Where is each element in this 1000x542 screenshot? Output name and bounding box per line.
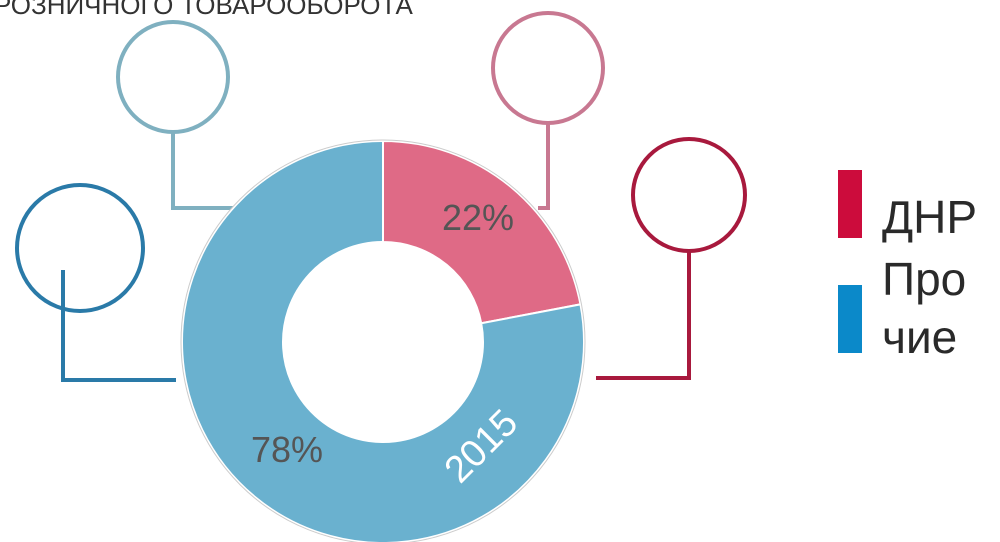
connector (596, 251, 691, 380)
data-label: 22% (442, 197, 514, 238)
slice (382, 139, 582, 325)
decor-circle (491, 11, 605, 125)
legend-label: Прочие (882, 253, 967, 363)
decor-circle (116, 20, 230, 134)
connector (538, 123, 550, 210)
chart-title: РОЗНИЧНОГО ТОВАРООБОРОТА (0, 0, 414, 20)
data-label: 78% (251, 429, 323, 470)
decor-circle (631, 137, 747, 253)
legend-swatch (838, 285, 862, 353)
donut (180, 139, 586, 542)
connector (171, 132, 235, 210)
donut-outline (180, 139, 586, 542)
legend-swatch (838, 170, 862, 238)
decor-circle (15, 183, 145, 313)
decorations (15, 11, 747, 382)
legend-label: ДНР (882, 191, 978, 243)
slice (181, 139, 585, 542)
connector (61, 270, 176, 382)
